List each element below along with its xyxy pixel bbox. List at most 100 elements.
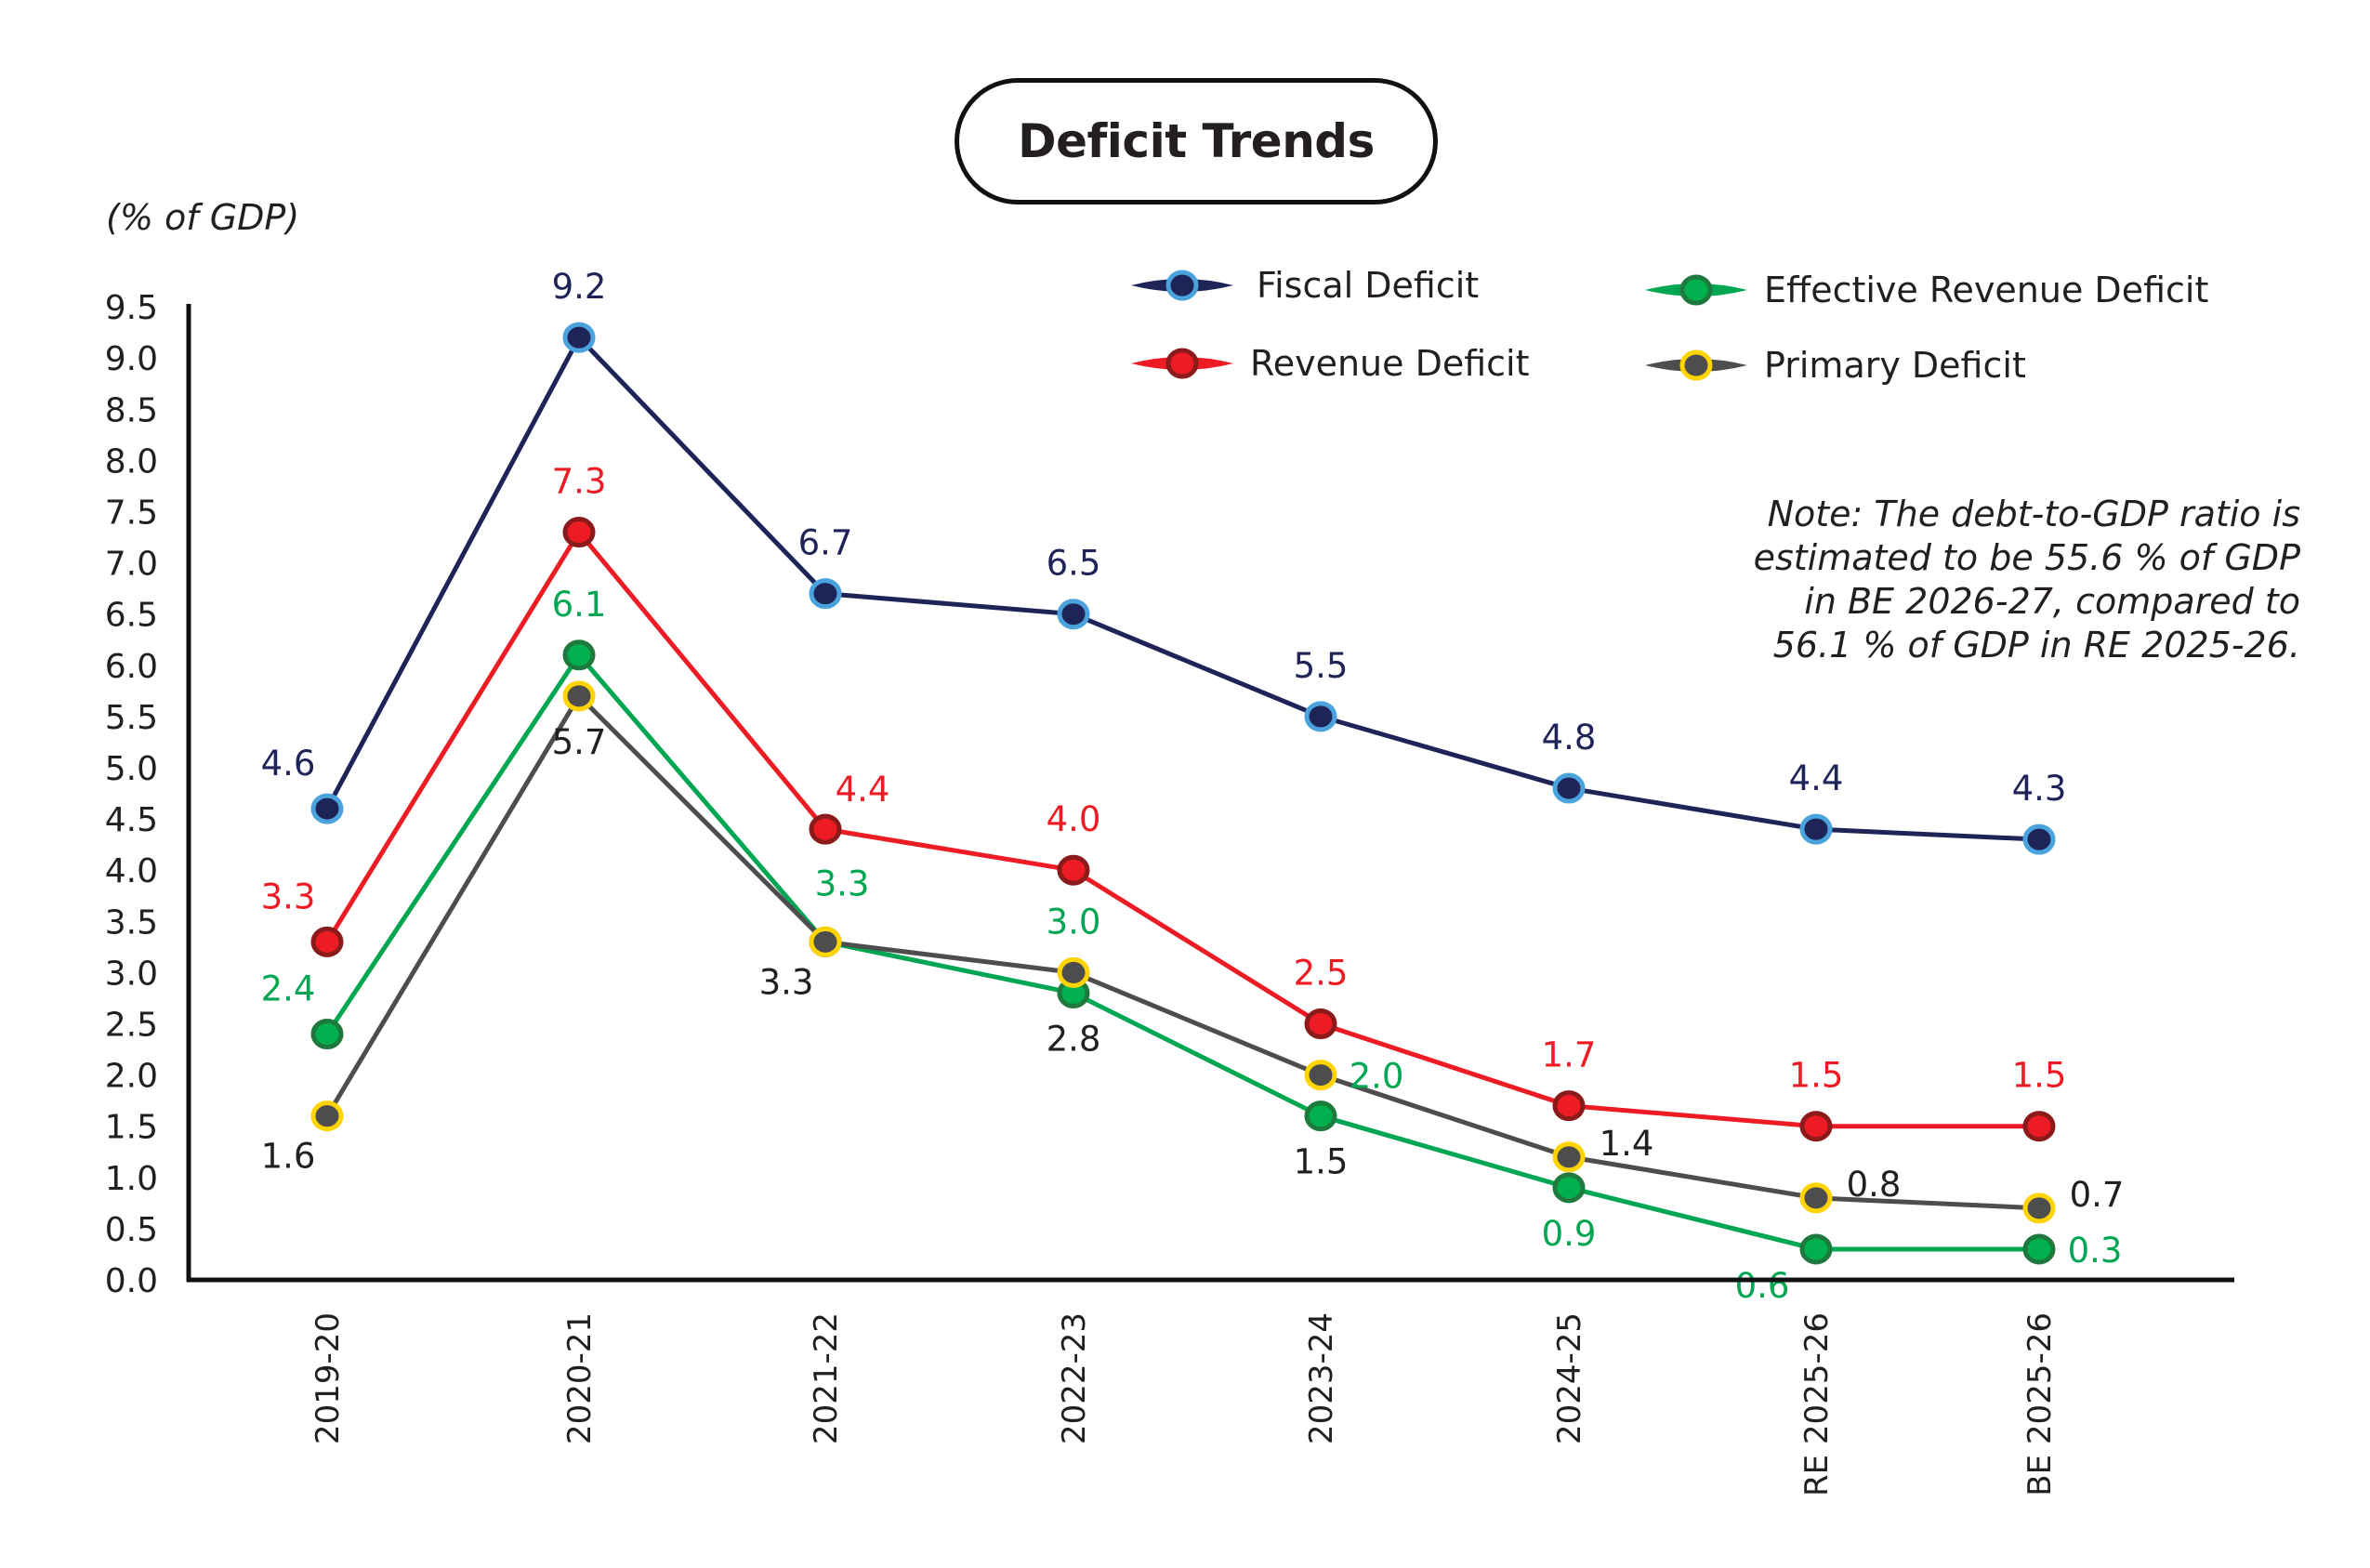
y-tick-label: 8.0 — [105, 442, 158, 481]
line-effective-revenue-deficit — [324, 652, 2039, 1252]
line-primary-deficit — [324, 693, 2040, 1211]
chart-title: Deficit Trends — [1018, 114, 1375, 168]
marker-effective-revenue-deficit — [1304, 1100, 1337, 1132]
legend-dot — [1679, 274, 1713, 306]
legend-dot — [1165, 270, 1199, 301]
y-tick-label: 5.5 — [105, 699, 158, 737]
data-label-primary-deficit: 0.8 — [1847, 1165, 1902, 1205]
data-label-effective-revenue-deficit: 1.5 — [1294, 1142, 1349, 1182]
y-axis-ticks: 0.0 0.5 1.0 1.5 2.0 2.5 3.0 3.5 4.0 4.5 5.0 5.5 6.0 6… — [105, 289, 158, 1300]
marker-primary-deficit — [2022, 1192, 2056, 1224]
y-tick-label: 4.5 — [105, 801, 158, 839]
x-tick-label: RE 2025-26 — [1798, 1312, 1836, 1496]
marker-primary-deficit — [1799, 1182, 1833, 1214]
marker-effective-revenue-deficit — [1552, 1172, 1586, 1204]
data-label-primary-deficit: 3.0 — [1047, 902, 1101, 942]
data-label-fiscal-deficit: 9.2 — [552, 267, 607, 307]
marker-revenue-deficit — [562, 517, 596, 548]
x-tick-label: 2023-24 — [1303, 1312, 1340, 1444]
marker-fiscal-deficit — [1799, 813, 1833, 845]
data-label-fiscal-deficit: 6.7 — [798, 523, 853, 563]
marker-revenue-deficit — [1799, 1111, 1833, 1142]
data-label-revenue-deficit: 4.4 — [836, 770, 890, 810]
data-label-fiscal-deficit: 4.3 — [2012, 769, 2067, 809]
y-axis-unit-label: (% of GDP) — [106, 197, 300, 238]
legend-label-primary-deficit: Primary Deficit — [1764, 345, 2026, 386]
y-tick-label: 7.5 — [105, 494, 158, 533]
marker-revenue-deficit — [809, 813, 842, 845]
data-label-effective-revenue-deficit: 3.3 — [815, 863, 870, 903]
data-label-primary-deficit: 5.7 — [552, 722, 607, 762]
series-markers — [310, 322, 2056, 1265]
marker-fiscal-deficit — [1552, 772, 1586, 804]
marker-revenue-deficit — [1304, 1008, 1337, 1039]
x-tick-label: BE 2025-26 — [2021, 1312, 2059, 1496]
y-tick-label: 6.5 — [105, 597, 158, 635]
legend-label-fiscal-deficit: Fiscal Deficit — [1257, 265, 1480, 306]
legend-dot — [1679, 349, 1713, 381]
note-line: estimated to be 55.6 % of GDP — [1753, 537, 2300, 578]
data-label-primary-deficit: 0.7 — [2070, 1175, 2125, 1215]
legend-marker-revenue-deficit-icon — [1131, 348, 1233, 379]
y-tick-label: 4.0 — [105, 852, 158, 890]
y-tick-label: 3.5 — [105, 903, 158, 942]
data-label-fiscal-deficit: 4.6 — [261, 744, 316, 784]
marker-primary-deficit — [1552, 1141, 1586, 1173]
data-label-fiscal-deficit: 4.8 — [1542, 718, 1597, 758]
data-label-revenue-deficit: 1.7 — [1542, 1035, 1597, 1075]
note-line: in BE 2026-27, compared to — [1804, 581, 2300, 622]
marker-primary-deficit — [1304, 1060, 1337, 1091]
marker-primary-deficit — [562, 680, 596, 712]
data-label-fiscal-deficit: 4.4 — [1789, 758, 1844, 798]
legend-marker-effective-revenue-deficit-icon — [1645, 274, 1747, 306]
data-labels: 4.6 9.2 6.7 6.5 5.5 4.8 4.4 4.3 3.3 7.3 4.4 4.0 2.5 1… — [261, 267, 2125, 1306]
x-tick-label: 2019-20 — [309, 1312, 347, 1444]
data-label-primary-deficit: 1.6 — [261, 1137, 316, 1177]
marker-revenue-deficit — [310, 926, 344, 957]
data-label-revenue-deficit: 1.5 — [1789, 1056, 1844, 1096]
marker-effective-revenue-deficit — [562, 639, 596, 671]
data-label-primary-deficit: 3.3 — [759, 962, 814, 1002]
legend-label-effective-revenue-deficit: Effective Revenue Deficit — [1764, 270, 2209, 310]
x-tick-label: 2021-22 — [808, 1312, 845, 1444]
marker-fiscal-deficit — [1304, 701, 1337, 732]
y-tick-label: 8.5 — [105, 391, 158, 429]
legend-marker-primary-deficit-icon — [1645, 349, 1747, 381]
data-label-effective-revenue-deficit: 2.8 — [1047, 1019, 1101, 1059]
data-label-revenue-deficit: 3.3 — [261, 876, 316, 916]
x-axis-ticks: 2019-20 2020-21 2021-22 2022-23 2023-24 2024-… — [309, 1312, 2059, 1496]
data-label-primary-deficit: 1.4 — [1600, 1124, 1654, 1164]
marker-effective-revenue-deficit — [2022, 1233, 2056, 1265]
data-label-revenue-deficit: 4.0 — [1047, 799, 1101, 839]
data-label-revenue-deficit: 2.5 — [1294, 954, 1349, 994]
legend-label-revenue-deficit: Revenue Deficit — [1250, 343, 1530, 384]
y-tick-label: 6.0 — [105, 648, 158, 686]
data-label-revenue-deficit: 1.5 — [2012, 1056, 2067, 1096]
marker-primary-deficit — [1057, 956, 1090, 988]
note-line: Note: The debt-to-GDP ratio is — [1767, 494, 2300, 534]
marker-revenue-deficit — [1552, 1090, 1586, 1122]
note-annotation: Note: The debt-to-GDP ratio is estimated… — [1594, 493, 2300, 667]
data-label-effective-revenue-deficit: 6.1 — [552, 585, 607, 625]
legend-markers — [1131, 270, 1747, 381]
y-tick-label: 7.0 — [105, 546, 158, 584]
series-lines — [324, 335, 2040, 1252]
y-tick-label: 3.0 — [105, 955, 158, 993]
marker-revenue-deficit — [2022, 1111, 2056, 1142]
marker-effective-revenue-deficit — [1799, 1233, 1833, 1265]
y-tick-label: 5.0 — [105, 750, 158, 788]
x-tick-label: 2020-21 — [561, 1312, 599, 1444]
marker-primary-deficit — [310, 1100, 344, 1132]
data-label-effective-revenue-deficit: 0.9 — [1542, 1214, 1597, 1254]
y-tick-label: 9.5 — [105, 289, 158, 327]
data-label-primary-deficit: 2.0 — [1350, 1057, 1404, 1097]
note-line: 56.1 % of GDP in RE 2025-26. — [1772, 625, 2300, 665]
marker-revenue-deficit — [1057, 854, 1090, 886]
data-label-effective-revenue-deficit: 0.3 — [2068, 1231, 2123, 1271]
data-label-fiscal-deficit: 6.5 — [1047, 544, 1101, 584]
y-tick-label: 1.5 — [105, 1109, 158, 1147]
y-tick-label: 9.0 — [105, 340, 158, 378]
y-tick-label: 0.0 — [105, 1262, 158, 1300]
x-tick-label: 2022-23 — [1056, 1312, 1093, 1444]
